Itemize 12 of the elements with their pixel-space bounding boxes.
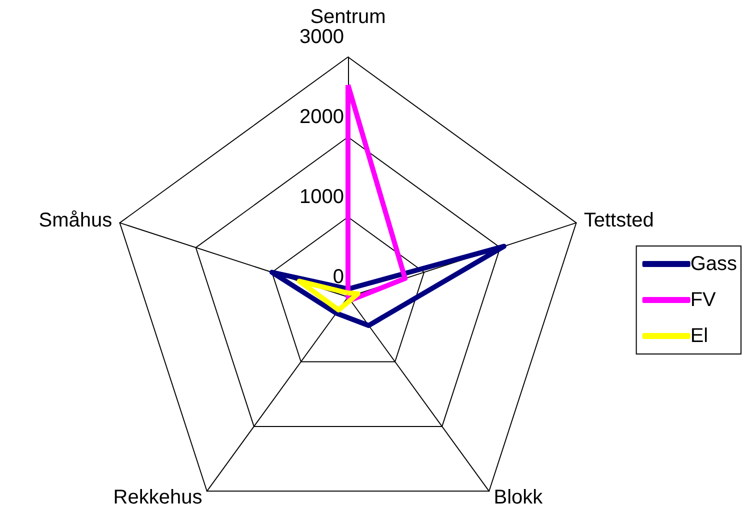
spoke-label: Blokk [494,486,544,509]
legend-label: Gass [690,253,738,275]
legend-label: El [690,325,708,347]
spoke-label: Småhus [38,209,112,232]
y-tick-label: 0 [332,266,344,288]
y-tick-label: 2000 [300,106,344,128]
legend-label: FV [690,289,717,311]
spoke-label: Tettsted [584,209,654,232]
spoke-label: Rekkehus [113,486,202,509]
y-tick-label: 3000 [300,26,344,48]
y-tick-label: 1000 [300,186,344,208]
spoke-label: Sentrum [310,6,386,28]
